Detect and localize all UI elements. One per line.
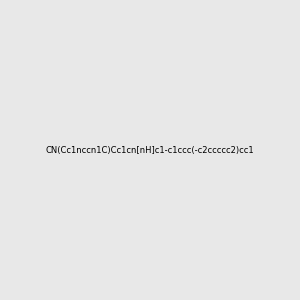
Text: CN(Cc1nccn1C)Cc1cn[nH]c1-c1ccc(-c2ccccc2)cc1: CN(Cc1nccn1C)Cc1cn[nH]c1-c1ccc(-c2ccccc2… [46,146,254,154]
